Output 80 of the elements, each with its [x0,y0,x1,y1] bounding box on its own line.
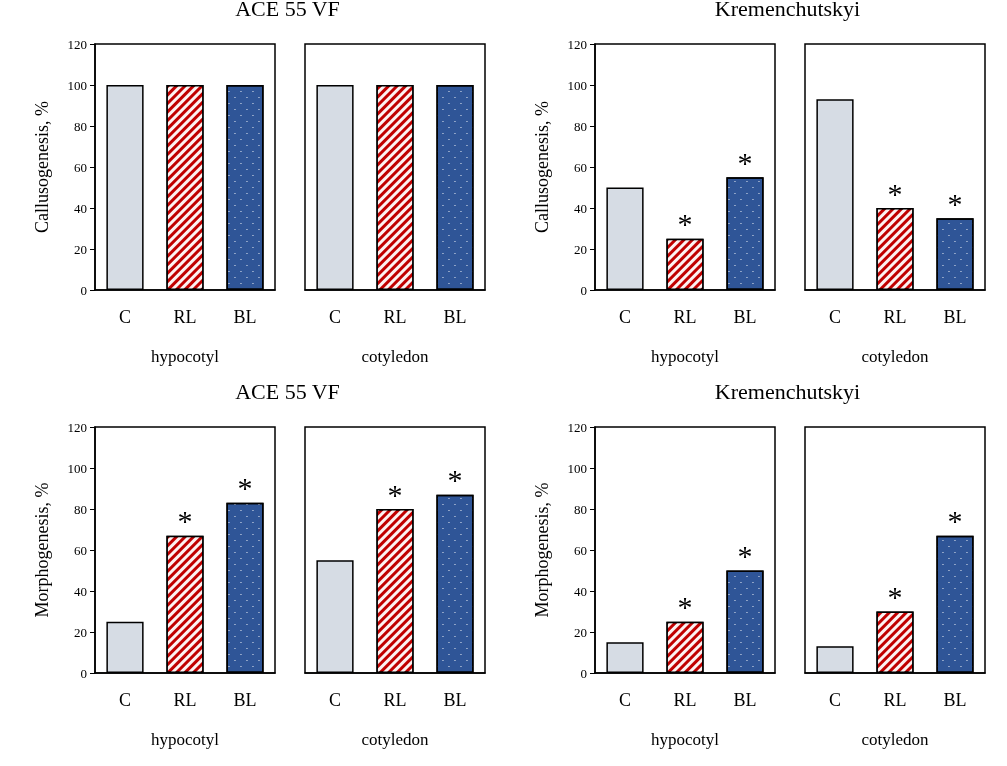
chart-title: ACE 55 VF [234,0,341,22]
y-axis-title: Morphogenesis, % [532,482,552,618]
y-tick-label: 40 [74,583,87,599]
x-tick-label: C [618,690,632,710]
x-tick-label: RL [883,690,907,710]
x-tick-label: BL [443,307,467,327]
x-tick-label: RL [673,307,697,327]
x-axis-title: cotyledon [361,730,430,749]
y-tick-label: 0 [80,282,87,298]
y-tick-label: 80 [74,501,87,517]
annotation: * [177,504,193,538]
x-tick-label: C [828,307,842,327]
x-tick-label: RL [173,690,197,710]
y-axis-title: Morphogenesis, % [32,482,52,618]
chart-title: Kremenchutskyi [713,0,862,22]
y-tick-label: 60 [74,542,87,558]
y-tick-label: 60 [574,159,587,175]
x-tick-label: BL [733,307,757,327]
x-axis-title: hypocotyl [651,730,720,749]
x-tick-label: C [828,690,842,710]
x-axis-title: hypocotyl [651,347,720,366]
x-tick-label: BL [443,690,467,710]
x-tick-label: RL [383,307,407,327]
y-tick-label: 120 [567,419,587,435]
x-axis-title: cotyledon [361,347,430,366]
annotation: * [947,504,963,538]
y-tick-label: 120 [67,419,87,435]
y-tick-label: 120 [567,36,587,52]
y-tick-label: 60 [574,542,587,558]
chart-title: ACE 55 VF [234,379,341,405]
annotation: * [237,471,253,505]
x-tick-label: BL [943,690,967,710]
y-tick-label: 20 [574,241,587,257]
x-axis-title: cotyledon [861,347,930,366]
x-tick-label: C [118,690,132,710]
y-tick-label: 0 [80,665,87,681]
annotation: * [887,580,903,613]
annotation: * [677,207,693,241]
y-tick-label: 100 [567,460,587,476]
x-axis-title: hypocotyl [151,730,220,749]
x-tick-label: BL [943,307,967,327]
annotation: * [737,539,753,572]
x-tick-label: BL [233,690,257,710]
x-tick-label: BL [733,690,757,710]
annotation: * [947,186,963,220]
y-tick-label: 100 [67,460,87,476]
y-tick-label: 100 [567,77,587,93]
annotation: * [677,590,693,624]
y-tick-label: 80 [574,118,587,134]
chart-title: Kremenchutskyi [713,379,862,405]
x-tick-label: C [328,690,342,710]
x-tick-label: C [618,307,632,327]
x-tick-label: BL [233,307,257,327]
y-tick-label: 80 [74,118,87,134]
y-tick-label: 100 [67,77,87,93]
x-tick-label: RL [383,690,407,710]
y-tick-label: 120 [67,36,87,52]
y-tick-label: 80 [574,501,587,517]
x-axis-title: cotyledon [861,730,930,749]
y-tick-label: 40 [574,583,587,599]
y-tick-label: 60 [74,159,87,175]
x-axis-title: hypocotyl [151,347,220,366]
y-tick-label: 20 [74,624,87,640]
y-tick-label: 20 [74,241,87,257]
x-tick-label: C [328,307,342,327]
x-tick-label: RL [673,690,697,710]
y-tick-label: 20 [574,624,587,640]
x-tick-label: RL [173,307,197,327]
y-axis-title: Callusogenesis, % [532,101,552,233]
annotation: * [447,463,463,497]
y-tick-label: 0 [580,282,587,298]
y-tick-label: 0 [580,665,587,681]
annotation: * [387,477,403,511]
x-tick-label: C [118,307,132,327]
annotation: * [887,176,903,210]
y-tick-label: 40 [74,200,87,216]
annotation: * [737,145,753,179]
y-tick-label: 40 [574,200,587,216]
x-tick-label: RL [883,307,907,327]
y-axis-title: Callusogenesis, % [32,101,52,233]
